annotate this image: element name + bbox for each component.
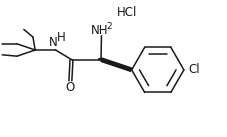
Text: 2: 2 bbox=[107, 22, 112, 32]
Text: H: H bbox=[57, 31, 66, 44]
Text: HCl: HCl bbox=[117, 6, 137, 19]
Text: N: N bbox=[49, 36, 58, 49]
Text: NH: NH bbox=[90, 24, 108, 37]
Text: Cl: Cl bbox=[188, 63, 200, 76]
Text: O: O bbox=[66, 81, 75, 94]
